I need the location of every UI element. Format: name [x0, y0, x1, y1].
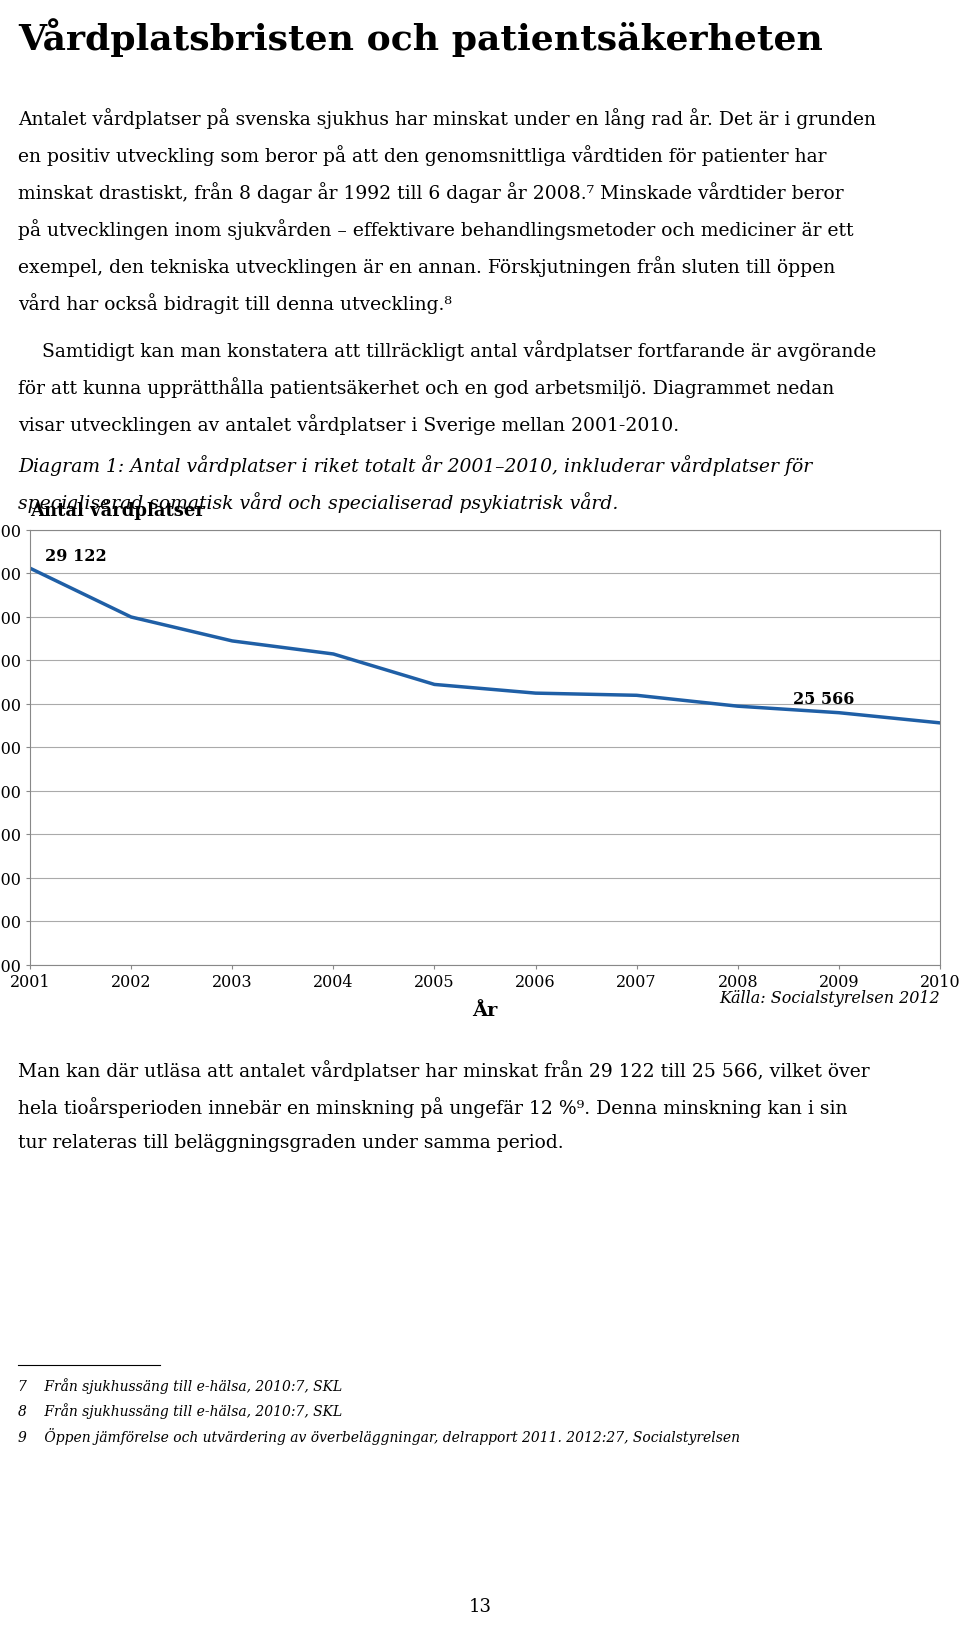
Text: Man kan där utläsa att antalet vårdplatser har minskat från 29 122 till 25 566, : Man kan där utläsa att antalet vårdplats…: [18, 1060, 870, 1081]
Text: 9    Öppen jämförelse och utvärdering av överbeläggningar, delrapport 2011. 2012: 9 Öppen jämförelse och utvärdering av öv…: [18, 1428, 740, 1446]
Text: 13: 13: [468, 1598, 492, 1616]
Text: exempel, den tekniska utvecklingen är en annan. Förskjutningen från sluten till : exempel, den tekniska utvecklingen är en…: [18, 255, 835, 276]
Text: på utvecklingen inom sjukvården – effektivare behandlingsmetoder och mediciner ä: på utvecklingen inom sjukvården – effekt…: [18, 220, 853, 241]
Text: Källa: Socialstyrelsen 2012: Källa: Socialstyrelsen 2012: [719, 990, 940, 1006]
Text: visar utvecklingen av antalet vårdplatser i Sverige mellan 2001-2010.: visar utvecklingen av antalet vårdplatse…: [18, 415, 679, 434]
Text: vård har också bidragit till denna utveckling.⁸: vård har också bidragit till denna utvec…: [18, 293, 452, 314]
Text: tur relateras till beläggningsgraden under samma period.: tur relateras till beläggningsgraden und…: [18, 1133, 564, 1151]
Text: specialiserad somatisk vård och specialiserad psykiatrisk vård.: specialiserad somatisk vård och speciali…: [18, 493, 618, 512]
Text: hela tioårsperioden innebär en minskning på ungefär 12 %⁹. Denna minskning kan i: hela tioårsperioden innebär en minskning…: [18, 1098, 848, 1119]
Text: Antal vårdplatser: Antal vårdplatser: [30, 499, 204, 520]
X-axis label: År: År: [472, 1002, 497, 1020]
Text: en positiv utveckling som beror på att den genomsnittliga vårdtiden för patiente: en positiv utveckling som beror på att d…: [18, 145, 827, 166]
Text: 8    Från sjukhussäng till e-hälsa, 2010:7, SKL: 8 Från sjukhussäng till e-hälsa, 2010:7,…: [18, 1403, 343, 1419]
Text: Diagram 1: Antal vårdplatser i riket totalt år 2001–2010, inkluderar vårdplatser: Diagram 1: Antal vårdplatser i riket tot…: [18, 455, 812, 476]
Text: 25 566: 25 566: [793, 691, 854, 709]
Text: 7    Från sjukhussäng till e-hälsa, 2010:7, SKL: 7 Från sjukhussäng till e-hälsa, 2010:7,…: [18, 1377, 343, 1393]
Text: Samtidigt kan man konstatera att tillräckligt antal vårdplatser fortfarande är a: Samtidigt kan man konstatera att tillräc…: [18, 340, 876, 361]
Text: minskat drastiskt, från 8 dagar år 1992 till 6 dagar år 2008.⁷ Minskade vårdtide: minskat drastiskt, från 8 dagar år 1992 …: [18, 182, 844, 203]
Text: Antalet vårdplatser på svenska sjukhus har minskat under en lång rad år. Det är : Antalet vårdplatser på svenska sjukhus h…: [18, 107, 876, 128]
Text: Vårdplatsbristen och patientsäkerheten: Vårdplatsbristen och patientsäkerheten: [18, 18, 823, 57]
Text: 29 122: 29 122: [45, 548, 107, 564]
Text: för att kunna upprätthålla patientsäkerhet och en god arbetsmiljö. Diagrammet ne: för att kunna upprätthålla patientsäkerh…: [18, 377, 834, 398]
